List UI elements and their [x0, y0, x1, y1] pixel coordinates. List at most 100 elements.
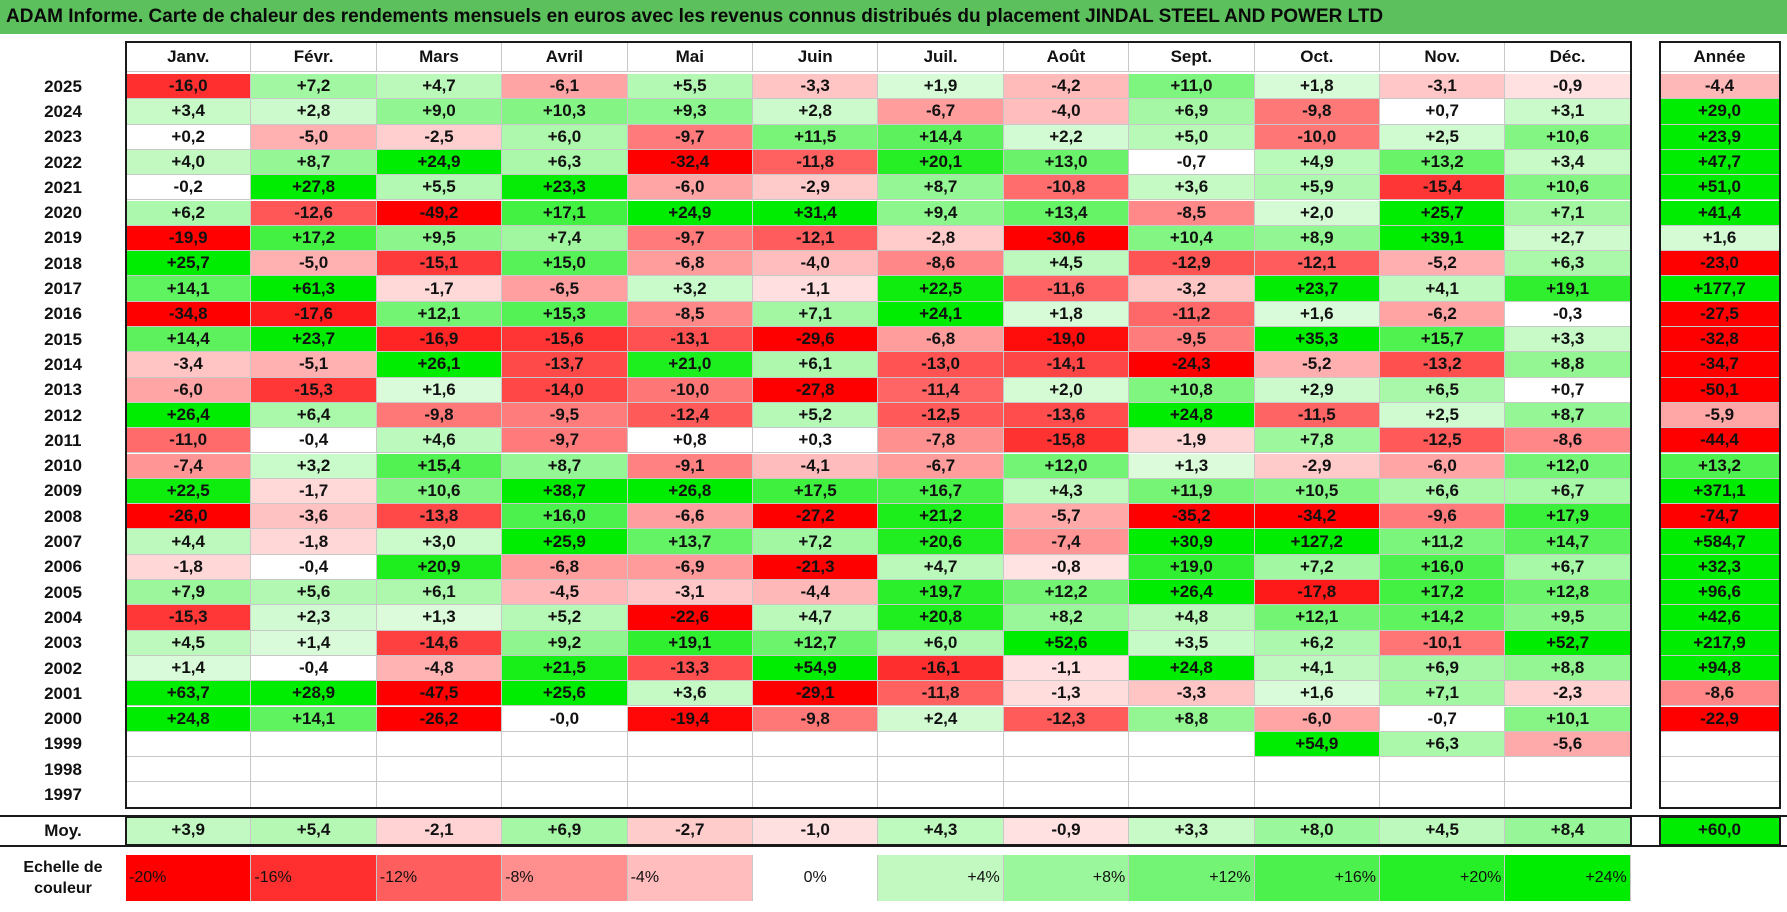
- average-cell: +3,3: [1129, 816, 1255, 845]
- heatmap-cell: +10,6: [1505, 124, 1631, 150]
- month-header: Août: [1003, 42, 1130, 72]
- heatmap-cell: +1,8: [1254, 74, 1380, 100]
- heatmap-cell: -6,9: [627, 554, 753, 580]
- month-header: Nov.: [1380, 42, 1506, 72]
- heatmap-cell: -14,0: [502, 377, 628, 403]
- annual-cell: +29,0: [1660, 99, 1780, 125]
- heatmap-cell: +0,7: [1505, 377, 1631, 403]
- month-header: Juil.: [878, 42, 1004, 72]
- heatmap-cell: +8,8: [1505, 655, 1631, 682]
- annual-cell: -5,9: [1660, 402, 1780, 429]
- heatmap-cell: -5,0: [251, 124, 377, 150]
- heatmap-cell: -0,4: [251, 655, 377, 682]
- heatmap-cell: +12,8: [1505, 580, 1631, 606]
- heatmap-cell: -1,3: [1003, 681, 1130, 707]
- heatmap-cell: -17,6: [251, 301, 377, 327]
- heatmap-cell: -26,0: [126, 504, 252, 530]
- heatmap-cell: +1,3: [376, 605, 503, 631]
- heatmap-cell: +4,1: [1254, 655, 1380, 682]
- heatmap-cell: +4,8: [1129, 605, 1255, 631]
- heatmap-cell: -2,3: [1505, 681, 1631, 707]
- heatmap-cell: +7,8: [1254, 428, 1380, 454]
- heatmap-cell: -0,4: [251, 428, 377, 454]
- heatmap-cell: -4,0: [753, 251, 879, 277]
- heatmap-cell: +6,1: [753, 352, 879, 378]
- heatmap-cell: -6,8: [878, 327, 1004, 353]
- heatmap-cell: +3,3: [1505, 327, 1631, 353]
- heatmap-cell: +7,2: [753, 529, 879, 555]
- annual-cell: +23,9: [1660, 124, 1780, 150]
- row-year-label: 1999: [44, 734, 82, 754]
- annual-cell: +42,6: [1660, 605, 1780, 631]
- heatmap-cell: -15,3: [251, 377, 377, 403]
- heatmap-cell: -3,4: [126, 352, 252, 378]
- row-year-label: 2020: [44, 203, 82, 223]
- heatmap-cell: [1254, 757, 1380, 783]
- annual-cell: -50,1: [1660, 377, 1780, 403]
- heatmap-cell: [251, 731, 377, 758]
- month-header: Déc.: [1505, 42, 1631, 72]
- heatmap-cell: -16,1: [878, 655, 1004, 682]
- row-year-label: 2017: [44, 279, 82, 299]
- color-scale-label-line1: Echelle de: [23, 858, 103, 876]
- heatmap-cell: +8,7: [251, 149, 377, 176]
- heatmap-cell: -0,9: [1505, 74, 1631, 100]
- color-scale-swatch: +4%: [878, 854, 1004, 901]
- heatmap-cell: [376, 757, 503, 783]
- heatmap-cell: +35,3: [1254, 327, 1380, 353]
- color-scale-label-line2: couleur: [34, 879, 92, 897]
- heatmap-cell: -12,9: [1129, 251, 1255, 277]
- separator-line: [0, 814, 1787, 817]
- average-cell: +4,5: [1380, 816, 1506, 845]
- heatmap-cell: -2,5: [376, 124, 503, 150]
- heatmap-cell: +12,1: [1254, 605, 1380, 631]
- heatmap-cell: +24,8: [126, 706, 252, 732]
- heatmap-cell: -1,9: [1129, 428, 1255, 454]
- heatmap-cell: +8,7: [502, 453, 628, 479]
- heatmap-cell: [502, 731, 628, 758]
- heatmap-cell: +4,6: [376, 428, 503, 454]
- heatmap-cell: +28,9: [251, 681, 377, 707]
- heatmap-cell: -4,2: [1003, 74, 1130, 100]
- heatmap-cell: -6,0: [1380, 453, 1506, 479]
- heatmap-cell: +26,4: [126, 402, 252, 429]
- row-year-label: 2024: [44, 101, 82, 121]
- heatmap-cell: -7,8: [878, 428, 1004, 454]
- heatmap-cell: +17,9: [1505, 504, 1631, 530]
- row-year-label: 2021: [44, 177, 82, 197]
- heatmap-cell: -0,7: [1129, 149, 1255, 176]
- row-year-label: 2023: [44, 127, 82, 147]
- heatmap-cell: -0,4: [251, 554, 377, 580]
- heatmap-cell: -47,5: [376, 681, 503, 707]
- heatmap-cell: +8,7: [878, 175, 1004, 201]
- annual-cell: +584,7: [1660, 529, 1780, 555]
- heatmap-cell: +5,9: [1254, 175, 1380, 201]
- annual-cell: [1660, 757, 1780, 783]
- heatmap-cell: -16,0: [126, 74, 252, 100]
- heatmap-cell: -11,5: [1254, 402, 1380, 429]
- heatmap-cell: -4,8: [376, 655, 503, 682]
- heatmap-cell: -6,6: [627, 504, 753, 530]
- heatmap-cell: [878, 731, 1004, 758]
- heatmap-cell: +3,0: [376, 529, 503, 555]
- heatmap-cell: +16,7: [878, 478, 1004, 505]
- heatmap-cell: +4,5: [126, 630, 252, 656]
- heatmap-cell: -34,2: [1254, 504, 1380, 530]
- heatmap-cell: +2,3: [251, 605, 377, 631]
- row-year-label: 2002: [44, 658, 82, 678]
- color-scale-swatch: +8%: [1003, 854, 1130, 901]
- heatmap-cell: -9,8: [376, 402, 503, 429]
- heatmap-cell: -11,2: [1129, 301, 1255, 327]
- heatmap-cell: -9,8: [1254, 99, 1380, 125]
- heatmap-cell: +8,2: [1003, 605, 1130, 631]
- separator-line: [0, 844, 1787, 847]
- heatmap-cell: [1129, 782, 1255, 808]
- heatmap-cell: -0,0: [502, 706, 628, 732]
- heatmap-cell: -0,2: [126, 175, 252, 201]
- heatmap-cell: +17,2: [251, 225, 377, 252]
- heatmap-cell: +5,5: [376, 175, 503, 201]
- heatmap-cell: -17,8: [1254, 580, 1380, 606]
- heatmap-cell: +4,7: [878, 554, 1004, 580]
- average-label: Moy.: [44, 820, 82, 840]
